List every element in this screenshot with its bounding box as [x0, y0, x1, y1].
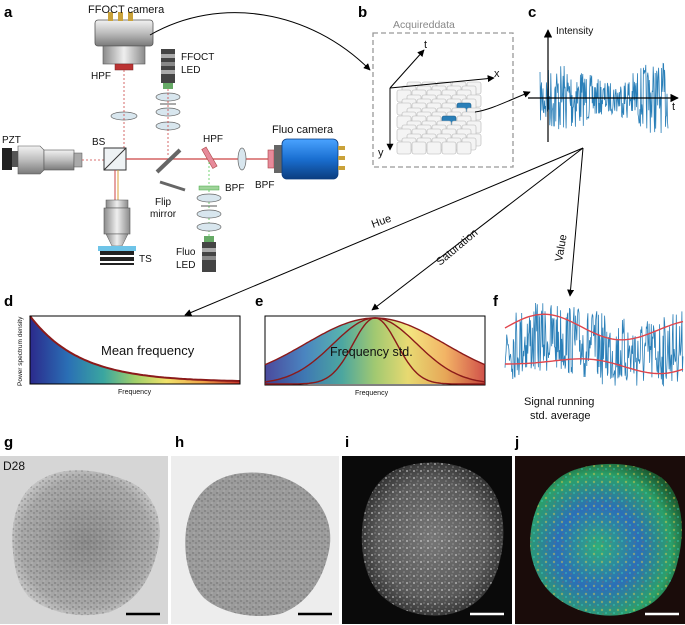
fluo-illumination-optics — [196, 185, 222, 232]
frequency-std-label: Frequency std. — [330, 345, 413, 359]
bpf-lower-label: BPF — [225, 183, 244, 194]
hpf-right-filter — [201, 146, 218, 169]
panel-label-i: i — [345, 434, 349, 451]
image-g-label: D28 — [3, 459, 25, 473]
arrow-b-to-c — [474, 91, 531, 113]
upper-envelope — [504, 313, 684, 341]
data-cube-cell — [456, 141, 472, 155]
arrow-hue — [184, 147, 584, 316]
beam-splitter — [103, 147, 127, 171]
acquired-axes — [386, 49, 495, 151]
image-h-dynamic — [171, 456, 339, 624]
image-i-fluo — [342, 456, 512, 624]
ffoct-camera-label: FFOCT camera — [88, 4, 165, 16]
pzt-label: PZT — [2, 135, 21, 146]
data-cube-grid — [396, 81, 482, 155]
spectrum-ylabel: Power spectrum density — [17, 316, 24, 386]
mean-frequency-label: Mean frequency — [101, 343, 195, 358]
hue-label: Hue — [370, 213, 393, 231]
flip-label-1: Flip — [155, 197, 172, 208]
hpf-right-label: HPF — [203, 134, 223, 145]
data-cube-cell — [396, 141, 412, 155]
panel-label-b: b — [358, 4, 367, 21]
hpf-top-label: HPF — [91, 71, 111, 82]
std-gaussian-curve — [265, 317, 485, 385]
signal-axis-t: t — [672, 101, 675, 113]
saturation-label: Saturation — [434, 227, 480, 268]
data-cube-cell — [426, 141, 442, 155]
panel-label-g: g — [4, 434, 13, 451]
bpf-right-label: BPF — [255, 180, 274, 191]
image-j-color — [515, 456, 685, 624]
fluo-camera — [267, 138, 345, 180]
acquired-axis-t: t — [424, 39, 427, 51]
panel-label-j: j — [514, 434, 519, 451]
ffoct-camera — [94, 12, 154, 71]
panel-label-h: h — [175, 434, 184, 451]
arrow-saturation — [371, 147, 584, 311]
std-gaussian-fill — [265, 318, 485, 384]
flip-label-2: mirror — [150, 209, 177, 220]
power-spectrum-plot — [29, 315, 241, 385]
acquired-axis-x: x — [494, 68, 500, 80]
panel-label-d: d — [4, 293, 13, 310]
fluo-led-label-2: LED — [176, 260, 195, 271]
fluo-camera-label: Fluo camera — [272, 124, 334, 136]
acquired-data-box — [372, 32, 514, 168]
acquired-data-title: Acquireddata — [393, 19, 455, 31]
pzt-reference-arm — [2, 145, 83, 175]
fluo-tube-lens — [237, 147, 247, 171]
image-g-ffoct — [0, 456, 168, 624]
spectrum-xlabel: Frequency — [118, 389, 152, 396]
objective — [103, 199, 131, 247]
panel-label-c: c — [528, 4, 536, 21]
value-label: Value — [553, 234, 570, 263]
signal-trace — [539, 62, 669, 134]
panel-label-e: e — [255, 293, 263, 310]
ts-label: TS — [139, 254, 152, 265]
ffoct-led — [161, 49, 175, 89]
lower-envelope — [505, 358, 684, 375]
frequency-std-plot — [264, 315, 486, 386]
ffoct-led-label-2: LED — [181, 65, 200, 76]
acquired-axis-y: y — [378, 147, 384, 159]
signal-axis-intensity: Intensity — [556, 26, 593, 37]
fluo-led-label-1: Fluo — [176, 247, 196, 258]
running-label-2: std. average — [530, 410, 591, 422]
fluo-led — [202, 236, 216, 272]
translation-stage — [98, 246, 136, 265]
bs-label: BS — [92, 137, 106, 148]
arrow-a-to-b — [149, 12, 371, 71]
panel-label-a: a — [4, 4, 13, 21]
ffoct-led-label-1: FFOCT — [181, 52, 214, 63]
data-cube-cell — [441, 141, 457, 155]
flip-mirror — [155, 148, 186, 192]
running-signal-trace — [504, 302, 684, 387]
arrow-value — [567, 147, 584, 297]
panel-label-f: f — [493, 293, 499, 310]
data-cube-cell — [411, 141, 427, 155]
std-xlabel: Frequency — [355, 390, 389, 397]
running-label-1: Signal running — [524, 396, 594, 408]
